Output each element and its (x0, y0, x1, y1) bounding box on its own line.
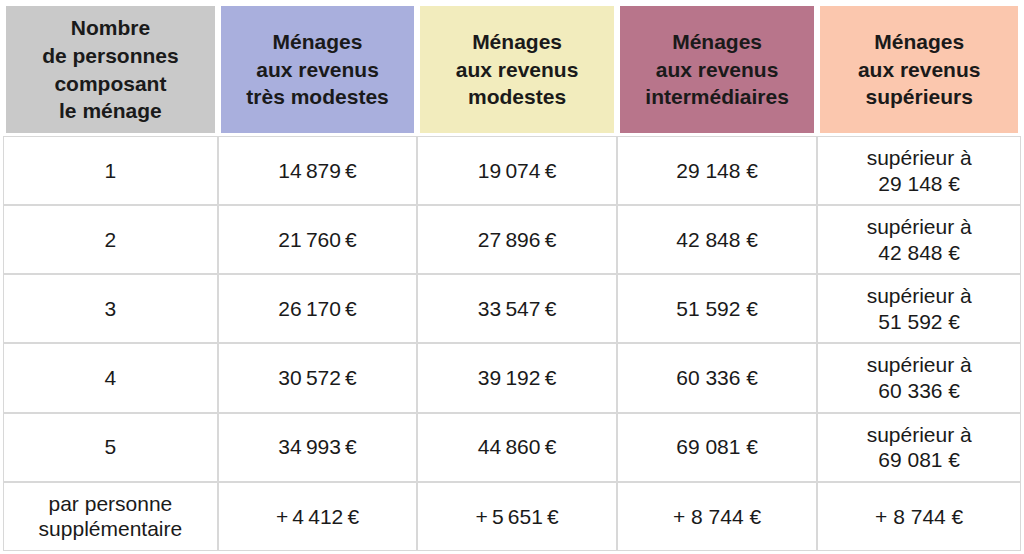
cell-revenus-modestes: 19 074 € (417, 136, 617, 205)
header-row: Nombre de personnes composant le ménage … (3, 3, 1021, 136)
table-row: 5 34 993 € 44 860 € 69 081 € supérieur à… (3, 413, 1021, 482)
cell-revenus-modestes: 39 192 € (417, 343, 617, 412)
cell-revenus-tres-modestes: 14 879 € (218, 136, 418, 205)
table-row: 4 30 572 € 39 192 € 60 336 € supérieur à… (3, 343, 1021, 412)
cell-revenus-intermediaires: 69 081 € (617, 413, 818, 482)
cell-revenus-modestes: 44 860 € (417, 413, 617, 482)
col-header-revenus-modestes: Ménages aux revenus modestes (417, 3, 617, 136)
cell-household-size: 2 (3, 205, 218, 274)
cell-revenus-modestes: 33 547 € (417, 274, 617, 343)
col-header-revenus-tres-modestes: Ménages aux revenus très modestes (218, 3, 418, 136)
cell-household-size: 5 (3, 413, 218, 482)
cell-revenus-tres-modestes: + 4 412 € (218, 482, 418, 551)
table-body: 1 14 879 € 19 074 € 29 148 € supérieur à… (3, 136, 1021, 551)
cell-household-size: 3 (3, 274, 218, 343)
cell-household-size: 1 (3, 136, 218, 205)
cell-revenus-intermediaires: 60 336 € (617, 343, 818, 412)
cell-revenus-superieurs: supérieur à 60 336 € (817, 343, 1021, 412)
income-eligibility-table: Nombre de personnes composant le ménage … (3, 3, 1021, 551)
cell-revenus-intermediaires: 42 848 € (617, 205, 818, 274)
table-row: 3 26 170 € 33 547 € 51 592 € supérieur à… (3, 274, 1021, 343)
cell-revenus-superieurs: + 8 744 € (817, 482, 1021, 551)
cell-revenus-intermediaires: + 8 744 € (617, 482, 818, 551)
cell-household-size: 4 (3, 343, 218, 412)
table-row: 1 14 879 € 19 074 € 29 148 € supérieur à… (3, 136, 1021, 205)
cell-revenus-intermediaires: 51 592 € (617, 274, 818, 343)
cell-revenus-tres-modestes: 30 572 € (218, 343, 418, 412)
col-header-household-size: Nombre de personnes composant le ménage (3, 3, 218, 136)
cell-revenus-superieurs: supérieur à 51 592 € (817, 274, 1021, 343)
cell-revenus-intermediaires: 29 148 € (617, 136, 818, 205)
table-row: 2 21 760 € 27 896 € 42 848 € supérieur à… (3, 205, 1021, 274)
cell-revenus-superieurs: supérieur à 29 148 € (817, 136, 1021, 205)
cell-household-size: par personne supplémentaire (3, 482, 218, 551)
col-header-revenus-superieurs: Ménages aux revenus supérieurs (817, 3, 1021, 136)
cell-revenus-superieurs: supérieur à 69 081 € (817, 413, 1021, 482)
cell-revenus-superieurs: supérieur à 42 848 € (817, 205, 1021, 274)
table-header: Nombre de personnes composant le ménage … (3, 3, 1021, 136)
cell-revenus-tres-modestes: 21 760 € (218, 205, 418, 274)
cell-revenus-tres-modestes: 26 170 € (218, 274, 418, 343)
cell-revenus-modestes: + 5 651 € (417, 482, 617, 551)
table-row: par personne supplémentaire + 4 412 € + … (3, 482, 1021, 551)
cell-revenus-modestes: 27 896 € (417, 205, 617, 274)
col-header-revenus-intermediaires: Ménages aux revenus intermédiaires (617, 3, 818, 136)
cell-revenus-tres-modestes: 34 993 € (218, 413, 418, 482)
income-table-frame: Nombre de personnes composant le ménage … (0, 0, 1024, 554)
